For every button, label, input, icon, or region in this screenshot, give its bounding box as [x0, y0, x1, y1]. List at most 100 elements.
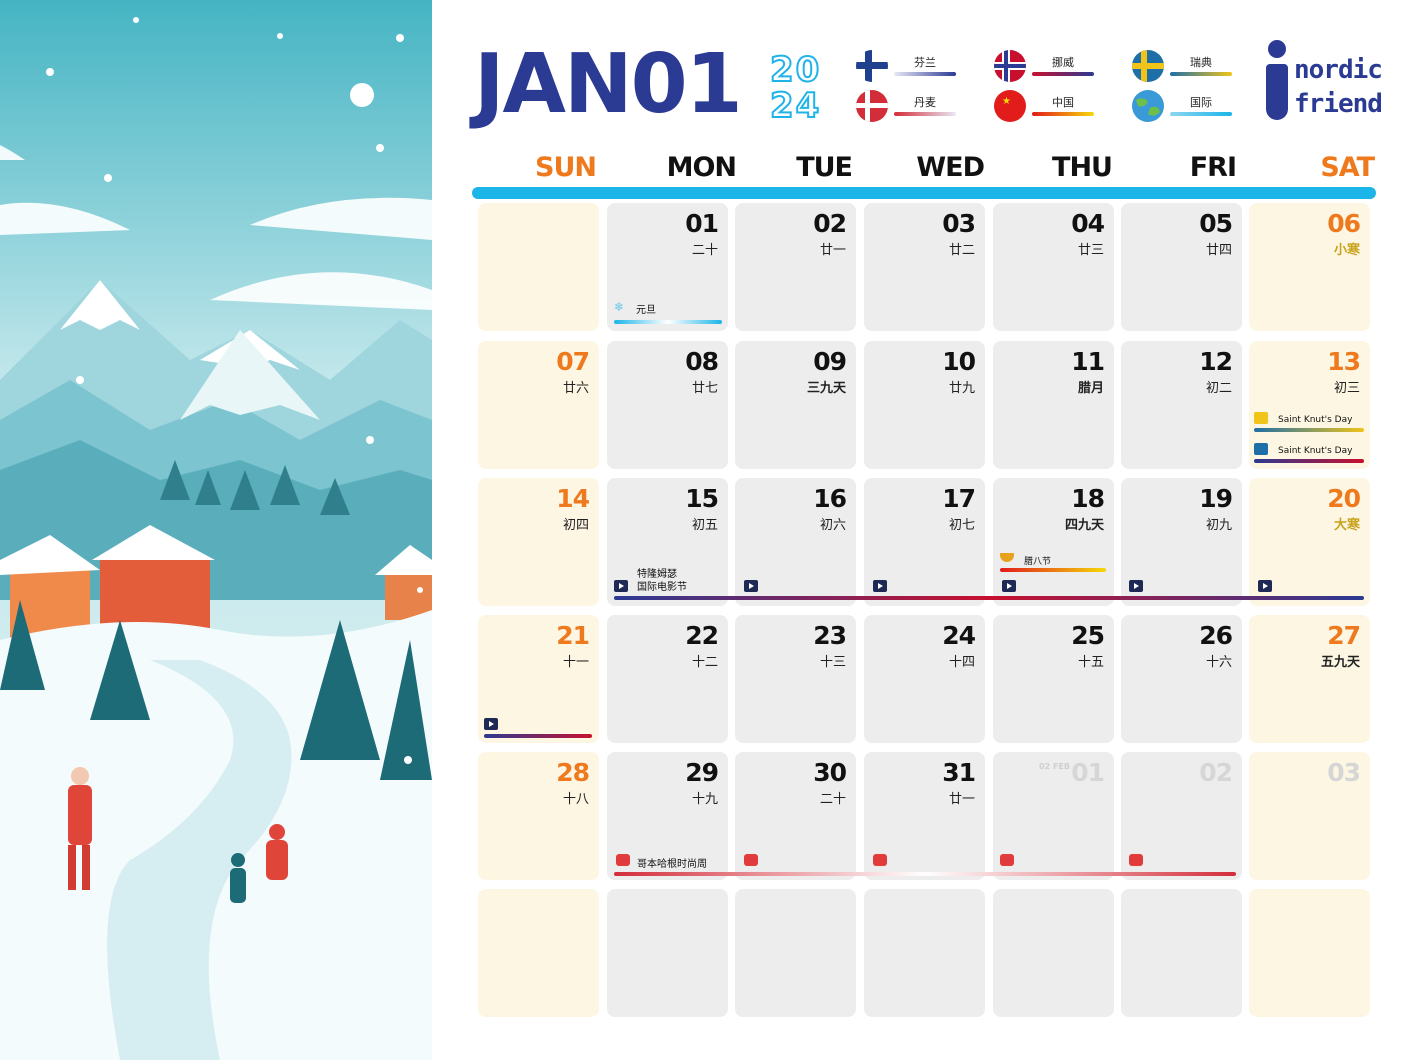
- globe-icon: [1132, 90, 1164, 122]
- event-fashion-week: 哥本哈根时尚周: [637, 859, 707, 870]
- calendar-panel: JAN01 2024 芬兰 丹麦 挪威 ★ 中: [432, 0, 1415, 1060]
- day-cell[interactable]: 02 廿一: [735, 203, 856, 331]
- day-number: 04: [1071, 209, 1105, 238]
- day-cell[interactable]: [478, 203, 599, 331]
- event-saint-knut-1: Saint Knut's Day: [1278, 415, 1353, 425]
- lunar-date: 十五: [1077, 655, 1104, 670]
- weekday-sat: SAT: [1320, 152, 1375, 183]
- lunar-date: 廿六: [562, 381, 589, 396]
- header-divider: [472, 187, 1376, 199]
- winter-landscape-image: [0, 0, 432, 1060]
- event-bar-saint-knut-1: [1254, 428, 1364, 432]
- day-number: 22: [685, 621, 719, 650]
- day-number: 30: [813, 758, 847, 787]
- day-cell[interactable]: 07 廿六: [478, 341, 599, 469]
- day-number: 14: [556, 484, 590, 513]
- day-cell[interactable]: 23 十三: [735, 615, 856, 743]
- day-cell[interactable]: 04 廿三: [993, 203, 1114, 331]
- legend-international: 国际: [1132, 90, 1232, 122]
- lunar-date: 初三: [1333, 381, 1360, 396]
- day-cell[interactable]: 03 廿二: [864, 203, 985, 331]
- day-cell[interactable]: 06 小寒: [1249, 203, 1370, 331]
- day-number: 03: [1327, 758, 1361, 787]
- weekday-wed: WED: [916, 152, 985, 183]
- day-cell[interactable]: 14 初四: [478, 478, 599, 606]
- nordic-friend-logo: nordic friend: [1266, 38, 1388, 128]
- film-icon: [873, 580, 887, 592]
- lunar-date: 三九天: [806, 381, 846, 396]
- gift-icon: [616, 854, 630, 866]
- day-cell[interactable]: 30 二十: [735, 752, 856, 880]
- day-cell[interactable]: 29 十九: [607, 752, 728, 880]
- day-cell[interactable]: 26 十六: [1121, 615, 1242, 743]
- lunar-date: 初四: [562, 518, 589, 533]
- weekday-tue: TUE: [796, 152, 853, 183]
- film-icon: [484, 718, 498, 730]
- day-number: 21: [556, 621, 590, 650]
- weekday-sun: SUN: [535, 152, 597, 183]
- day-cell[interactable]: 11 腊月: [993, 341, 1114, 469]
- film-icon: [1002, 580, 1016, 592]
- lunar-date: 初六: [819, 518, 846, 533]
- day-cell[interactable]: 08 廿七: [607, 341, 728, 469]
- lunar-date: 廿四: [1205, 243, 1232, 258]
- month-title: JAN01: [474, 37, 743, 132]
- lunar-date: 大寒: [1333, 518, 1360, 533]
- day-cell[interactable]: 12 初二: [1121, 341, 1242, 469]
- day-cell[interactable]: 21 十一: [478, 615, 599, 743]
- day-cell[interactable]: 17 初七: [864, 478, 985, 606]
- legend-label: 挪威: [1052, 56, 1074, 69]
- day-cell[interactable]: 28 十八: [478, 752, 599, 880]
- day-cell[interactable]: [1249, 889, 1370, 1017]
- day-number: 05: [1199, 209, 1233, 238]
- day-cell[interactable]: [864, 889, 985, 1017]
- day-cell[interactable]: 25 十五: [993, 615, 1114, 743]
- snowflake-icon: ❄: [614, 300, 625, 314]
- day-cell[interactable]: 13 初三: [1249, 341, 1370, 469]
- legend-label: 中国: [1052, 96, 1074, 109]
- day-cell[interactable]: [735, 889, 856, 1017]
- lunar-date: 十二: [691, 655, 718, 670]
- day-cell[interactable]: [993, 889, 1114, 1017]
- legend-label: 瑞典: [1190, 56, 1212, 69]
- day-number: 19: [1199, 484, 1233, 513]
- day-cell[interactable]: 01 二十: [607, 203, 728, 331]
- lunar-date: 二十: [691, 243, 718, 258]
- day-cell[interactable]: 27 五九天: [1249, 615, 1370, 743]
- day-number: 12: [1199, 347, 1233, 376]
- day-cell[interactable]: 10 廿九: [864, 341, 985, 469]
- day-cell[interactable]: [607, 889, 728, 1017]
- lunar-date: 二十: [819, 792, 846, 807]
- day-number: 11: [1071, 347, 1105, 376]
- film-icon: [1129, 580, 1143, 592]
- day-number: 02: [1199, 758, 1233, 787]
- gift-icon: [1129, 854, 1143, 866]
- day-number: 06: [1327, 209, 1361, 238]
- day-cell[interactable]: [478, 889, 599, 1017]
- day-cell[interactable]: 05 廿四: [1121, 203, 1242, 331]
- day-number: 10: [942, 347, 976, 376]
- day-cell[interactable]: 22 十二: [607, 615, 728, 743]
- day-number: 07: [556, 347, 590, 376]
- lunar-date: 初七: [948, 518, 975, 533]
- sweden-flag-icon: [1132, 50, 1164, 82]
- day-number: 18: [1071, 484, 1105, 513]
- lunar-date: 十三: [819, 655, 846, 670]
- day-number: 27: [1327, 621, 1361, 650]
- denmark-flag-icon: [856, 90, 888, 122]
- event-new-year: 元旦: [636, 305, 656, 316]
- day-cell[interactable]: 24 十四: [864, 615, 985, 743]
- lunar-date: 五九天: [1320, 655, 1360, 670]
- day-number: 26: [1199, 621, 1233, 650]
- legend-china: ★ 中国: [994, 90, 1094, 122]
- legend-column-1: 芬兰 丹麦: [856, 50, 956, 122]
- day-cell[interactable]: 03: [1249, 752, 1370, 880]
- event-film-fest-line1: 特隆姆瑟: [637, 569, 677, 580]
- event-bar-new-year: [614, 320, 722, 324]
- day-cell[interactable]: [1121, 889, 1242, 1017]
- day-cell[interactable]: 09 三九天: [735, 341, 856, 469]
- day-cell[interactable]: 19 初九: [1121, 478, 1242, 606]
- lunar-date: 小寒: [1333, 243, 1360, 258]
- lunar-date: 十六: [1205, 655, 1232, 670]
- gift-icon: [1000, 854, 1014, 866]
